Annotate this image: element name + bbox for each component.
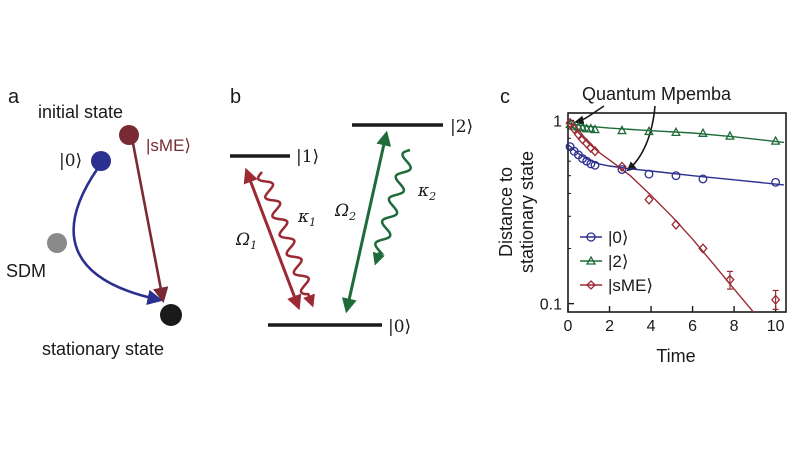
- x-tick-label: 0: [564, 318, 573, 335]
- legend-marker: [586, 232, 596, 242]
- data-point: [586, 142, 596, 154]
- x-tick-label: 4: [647, 318, 656, 335]
- annotation-arrow-1: [574, 105, 605, 126]
- legend-marker: [586, 280, 596, 290]
- data-point: [644, 194, 654, 205]
- annotation-arrow-2: [626, 105, 656, 172]
- data-point: [770, 135, 781, 145]
- data-point: [698, 127, 708, 137]
- plot-frame: [567, 112, 787, 313]
- sme-dot: [119, 125, 139, 145]
- kappa1-label: κ1: [297, 207, 316, 229]
- data-point: [590, 124, 600, 134]
- quantum-mpemba-annotation: Quantum Mpemba: [582, 84, 732, 104]
- ket1-label: |1⟩: [296, 147, 319, 167]
- kappa2-wavy-arrow: [372, 148, 412, 266]
- ket0-label-b: |0⟩: [388, 317, 411, 337]
- data-point: [590, 145, 600, 157]
- data-point: [565, 117, 575, 129]
- ket2-label: |2⟩: [450, 117, 473, 137]
- x-tick-label: 6: [688, 318, 697, 335]
- legend-label: |0⟩: [608, 228, 629, 247]
- omega2-arrow: [341, 130, 392, 314]
- data-point: [671, 171, 681, 181]
- fit-line: [568, 120, 755, 312]
- panel-c-letter: c: [500, 86, 510, 108]
- fit-line: [568, 123, 784, 144]
- plot-area: 0 2 4 6 8 10 1 0.1 |0⟩ |2⟩ |sME⟩: [540, 112, 787, 335]
- data-point: [617, 161, 627, 172]
- data-point: [771, 177, 781, 187]
- omega2-label: Ω2: [334, 201, 356, 223]
- data-point: [590, 160, 600, 170]
- data-point: [569, 123, 579, 135]
- data-point: [586, 159, 596, 169]
- x-tick-label: 10: [767, 318, 785, 335]
- data-point: [671, 219, 681, 230]
- omega1-arrow: [243, 167, 302, 311]
- data-point: [770, 294, 781, 306]
- x-tick-label: 2: [605, 318, 614, 335]
- data-point: [725, 274, 735, 286]
- stationary-dot: [160, 304, 182, 326]
- legend-label: |2⟩: [608, 252, 629, 271]
- panel-b: b |1⟩ |2⟩ |0⟩ Ω1 κ1 Ω2 κ2: [230, 86, 473, 337]
- x-tick-label: 8: [730, 318, 739, 335]
- panel-c: c Quantum Mpemba Distance to stationary …: [496, 84, 787, 366]
- panel-a-letter: a: [8, 86, 20, 108]
- ket0-label-a: |0⟩: [59, 151, 82, 171]
- panel-a: a initial state |0⟩ |sME⟩ SDM stationary…: [6, 86, 191, 359]
- data-point: [698, 243, 708, 254]
- data-point: [585, 123, 596, 133]
- data-point: [644, 169, 654, 179]
- y-tick-label: 0.1: [540, 297, 562, 314]
- data-point: [644, 125, 654, 136]
- data-point: [577, 122, 588, 132]
- ket0-dot: [91, 151, 111, 171]
- omega1-label: Ω1: [235, 230, 257, 252]
- kappa2-label: κ2: [417, 181, 436, 203]
- data-point: [698, 174, 708, 184]
- red-trajectory-arrow: [130, 137, 169, 304]
- sme-label-a: |sME⟩: [146, 136, 191, 155]
- kappa1-wavy-arrow: [256, 171, 315, 308]
- y-tick-label: 1: [553, 114, 562, 131]
- data-point: [617, 165, 627, 175]
- blue-trajectory-arrow: [72, 167, 164, 306]
- y-axis-label-line1: Distance to: [496, 167, 516, 257]
- stationary-state-label: stationary state: [42, 339, 164, 359]
- data-point: [671, 126, 681, 137]
- data-point: [617, 125, 627, 135]
- initial-state-label: initial state: [38, 102, 123, 122]
- x-axis-label: Time: [656, 346, 695, 366]
- legend-marker: [585, 255, 597, 265]
- data-point: [725, 130, 735, 140]
- sdm-dot: [47, 233, 67, 253]
- y-axis-label-line2: stationary state: [517, 151, 537, 273]
- sdm-label: SDM: [6, 261, 46, 281]
- legend-label: |sME⟩: [608, 276, 653, 295]
- panel-b-letter: b: [230, 86, 241, 108]
